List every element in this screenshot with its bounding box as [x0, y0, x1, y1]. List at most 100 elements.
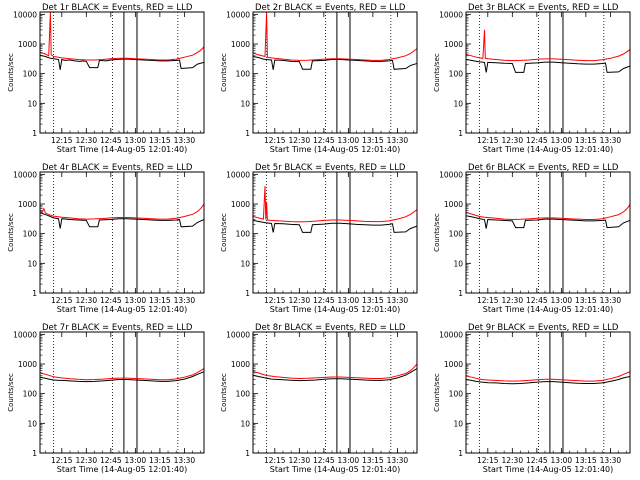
x-tick-label: 12:30 [501, 456, 523, 465]
y-tick-label: 1 [245, 449, 250, 458]
x-tick-label: 12:45 [526, 136, 548, 145]
lld-series-line [253, 363, 417, 380]
y-tick-label: 1000 [444, 40, 463, 49]
y-tick-label: 1 [458, 289, 463, 298]
x-tick-label: 12:15 [477, 296, 499, 305]
x-tick-label: 12:45 [313, 296, 335, 305]
x-tick-label: 12:30 [501, 136, 523, 145]
y-tick-label: 1000 [231, 360, 250, 369]
y-tick-label: 10000 [439, 10, 463, 19]
detector-panel-6: Det 6r BLACK = Events, RED = LLD 1 10 100 10… [433, 163, 631, 314]
x-tick-label: 13:00 [125, 136, 147, 145]
y-axis-label: Counts/sec [433, 213, 441, 252]
y-tick-label: 100 [236, 390, 251, 399]
y-axis-label: Counts/sec [220, 373, 228, 412]
plot-frame [252, 171, 418, 294]
y-axis-label: Counts/sec [433, 53, 441, 92]
y-tick-label: 10000 [226, 330, 250, 339]
x-tick-label: 12:15 [477, 136, 499, 145]
x-tick-label: 12:15 [51, 296, 73, 305]
x-tick-label: 13:30 [174, 296, 196, 305]
y-tick-label: 1 [458, 449, 463, 458]
x-tick-label: 13:15 [149, 136, 171, 145]
plot-frame [252, 11, 418, 134]
x-tick-label: 13:00 [551, 136, 573, 145]
y-tick-label: 1000 [231, 200, 250, 209]
x-tick-label: 12:30 [75, 456, 97, 465]
x-axis-label: Start Time (14-Aug-05 12:01:40) [483, 145, 614, 154]
x-tick-label: 13:00 [338, 136, 360, 145]
x-axis-label: Start Time (14-Aug-05 12:01:40) [57, 465, 188, 474]
y-tick-label: 1 [32, 289, 37, 298]
x-tick-label: 12:15 [264, 136, 286, 145]
y-tick-label: 10000 [439, 170, 463, 179]
events-series-line [466, 215, 630, 229]
x-tick-label: 13:15 [362, 296, 384, 305]
y-tick-label: 1000 [18, 40, 37, 49]
y-tick-label: 1 [458, 129, 463, 138]
plot-frame [465, 11, 631, 134]
x-tick-label: 12:30 [501, 296, 523, 305]
y-tick-label: 10000 [226, 170, 250, 179]
x-tick-label: 12:15 [477, 456, 499, 465]
x-tick-label: 12:45 [100, 456, 122, 465]
x-tick-label: 13:30 [387, 456, 409, 465]
y-tick-label: 10 [240, 419, 250, 428]
lld-series-line [40, 12, 204, 61]
panel-title: Det 6r BLACK = Events, RED = LLD [468, 163, 619, 173]
y-tick-label: 1000 [231, 40, 250, 49]
y-axis-label: Counts/sec [433, 373, 441, 412]
y-tick-label: 100 [449, 230, 464, 239]
plot-frame [39, 171, 205, 294]
y-tick-label: 10 [27, 259, 37, 268]
detector-panel-9: Det 9r BLACK = Events, RED = LLD 1 10 100 10… [433, 323, 631, 474]
y-tick-label: 10 [453, 419, 463, 428]
y-tick-label: 100 [236, 230, 251, 239]
lld-series-line [253, 12, 417, 61]
x-tick-label: 13:00 [338, 296, 360, 305]
y-tick-label: 10000 [13, 10, 37, 19]
y-tick-label: 1000 [18, 200, 37, 209]
plot-frame [39, 11, 205, 134]
panel-title: Det 3r BLACK = Events, RED = LLD [468, 3, 619, 13]
x-tick-label: 13:30 [387, 136, 409, 145]
y-tick-label: 100 [23, 230, 38, 239]
events-series-line [466, 376, 630, 385]
detector-panel-1: Det 1r BLACK = Events, RED = LLD 1 10 100 10… [7, 3, 205, 154]
detector-panel-5: Det 5r BLACK = Events, RED = LLD 1 10 100 10… [220, 163, 418, 314]
plot-frame [465, 171, 631, 294]
y-tick-label: 10 [453, 259, 463, 268]
x-tick-label: 13:30 [600, 456, 622, 465]
detector-panel-4: Det 4r BLACK = Events, RED = LLD 1 10 100 10… [7, 163, 205, 314]
events-series-line [466, 59, 630, 73]
y-axis-label: Counts/sec [7, 213, 15, 252]
x-tick-label: 13:15 [149, 296, 171, 305]
x-tick-label: 13:15 [575, 136, 597, 145]
x-axis-label: Start Time (14-Aug-05 12:01:40) [483, 465, 614, 474]
plot-frame [465, 331, 631, 454]
lld-series-line [40, 203, 204, 220]
y-tick-label: 1000 [18, 360, 37, 369]
x-axis-label: Start Time (14-Aug-05 12:01:40) [270, 465, 401, 474]
x-axis-label: Start Time (14-Aug-05 12:01:40) [483, 305, 614, 314]
events-series-line [253, 219, 417, 233]
panel-title: Det 5r BLACK = Events, RED = LLD [255, 163, 406, 173]
x-tick-label: 12:15 [264, 296, 286, 305]
y-tick-label: 1 [245, 289, 250, 298]
detector-panel-3: Det 3r BLACK = Events, RED = LLD 1 10 100 10… [433, 3, 631, 154]
lld-series-line [466, 371, 630, 382]
y-tick-label: 100 [23, 390, 38, 399]
x-tick-label: 12:30 [75, 136, 97, 145]
x-axis-label: Start Time (14-Aug-05 12:01:40) [270, 305, 401, 314]
plot-frame [252, 331, 418, 454]
x-tick-label: 13:15 [575, 296, 597, 305]
x-tick-label: 13:15 [149, 456, 171, 465]
events-series-line [40, 54, 204, 70]
x-tick-label: 13:30 [600, 136, 622, 145]
x-tick-label: 12:45 [100, 296, 122, 305]
y-tick-label: 10 [27, 419, 37, 428]
x-tick-label: 13:00 [551, 296, 573, 305]
y-tick-label: 1 [32, 449, 37, 458]
plot-frame [39, 331, 205, 454]
